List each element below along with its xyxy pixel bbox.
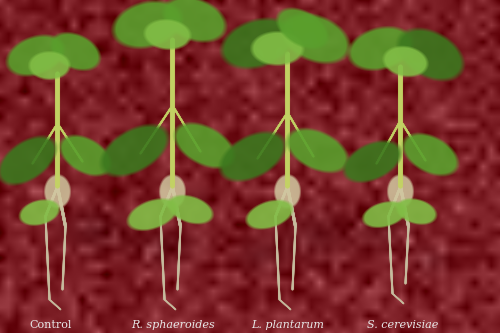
Text: L. plantarum: L. plantarum (252, 320, 324, 330)
Text: S. cerevisiae: S. cerevisiae (368, 320, 438, 330)
Text: R. sphaeroides: R. sphaeroides (131, 320, 215, 330)
Text: Control: Control (30, 320, 72, 330)
